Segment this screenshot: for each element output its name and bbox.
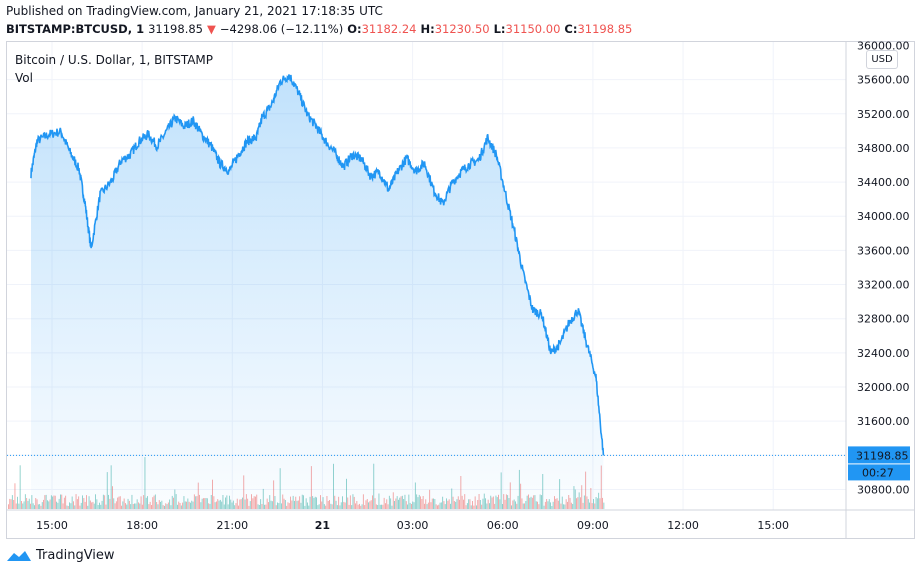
time-tick-label: 09:00 [577, 519, 609, 532]
close-label: C: [564, 22, 578, 36]
volume-bar [27, 500, 29, 509]
price-label-text: 31198.85 [856, 449, 909, 462]
price-tick-label: 34800.00 [857, 142, 910, 155]
volume-bar [21, 501, 22, 509]
last-price-label: 31198.85 00:27 [848, 446, 910, 481]
volume-bar [15, 503, 17, 509]
price-tick-label: 33200.00 [857, 279, 910, 292]
price-tick-label-top: 36000.00 [857, 39, 910, 52]
time-tick-label: 21:00 [216, 519, 248, 532]
price-tick-label: 35600.00 [857, 74, 910, 87]
time-tick-label: 06:00 [487, 519, 519, 532]
price-tick-label: 32000.00 [857, 381, 910, 394]
last-price: 31198.85 [148, 22, 203, 36]
volume-bar [14, 483, 16, 509]
volume-bar [10, 499, 12, 509]
volume-bar [9, 498, 11, 509]
volume-bar [17, 496, 18, 509]
time-tick-label: 21 [315, 519, 330, 532]
time-tick-label: 12:00 [667, 519, 699, 532]
time-tick-label: 03:00 [397, 519, 429, 532]
countdown-bg [848, 464, 910, 481]
price-tick-label: 32800.00 [857, 313, 910, 326]
volume-bar [28, 498, 30, 509]
volume-bar [11, 495, 13, 509]
time-tick-label: 18:00 [126, 519, 158, 532]
price-change: −4298.06 (−12.11%) [219, 22, 344, 36]
price-label-bg [848, 446, 910, 464]
price-tick-label: 34400.00 [857, 176, 910, 189]
price-tick-label: 30800.00 [857, 483, 910, 496]
chart-frame [6, 41, 915, 539]
volume-bar [13, 500, 15, 509]
close-value: 31198.85 [577, 22, 633, 36]
countdown-text: 00:27 [862, 466, 894, 479]
price-axis[interactable]: 30800.0031200.0031600.0032000.0032400.00… [857, 39, 910, 496]
time-axis[interactable]: 15:00 18:00 21:00 21 03:00 06:00 09:00 12:00 15:… [36, 519, 789, 532]
low-value: 31150.00 [505, 22, 561, 36]
high-value: 31230.50 [434, 22, 490, 36]
volume-bar [19, 465, 21, 509]
brand-name: TradingView [36, 548, 115, 563]
footer-brand[interactable]: TradingView [6, 548, 115, 563]
volume-bar [603, 502, 605, 509]
high-label: H: [420, 22, 435, 36]
volume-bar [18, 503, 20, 509]
volume-bar [22, 503, 24, 509]
price-area-fill [31, 74, 604, 511]
volume-bar [30, 503, 31, 509]
time-tick-label: 15:00 [36, 519, 68, 532]
ohlc-header: BITSTAMP:BTCUSD, 1 31198.85 ▼ −4298.06 (… [6, 22, 632, 36]
price-tick-label: 35200.00 [857, 108, 910, 121]
open-label: O: [347, 22, 362, 36]
volume-legend: Vol [15, 71, 33, 85]
price-tick-label: 32400.00 [857, 347, 910, 360]
published-caption: Published on TradingView.com, January 21… [6, 4, 383, 18]
price-tick-label: 33600.00 [857, 244, 910, 257]
volume-bar [8, 504, 9, 509]
low-label: L: [493, 22, 506, 36]
open-value: 31182.24 [361, 22, 417, 36]
time-tick-label: 15:00 [757, 519, 789, 532]
symbol-label: BITSTAMP:BTCUSD, 1 [6, 22, 145, 36]
tradingview-logo-icon [7, 550, 31, 561]
volume-bar [23, 501, 25, 509]
chart-title: Bitcoin / U.S. Dollar, 1, BITSTAMP [15, 53, 214, 67]
currency-selector[interactable]: USD [866, 50, 898, 69]
price-tick-label: 34000.00 [857, 210, 910, 223]
price-line [30, 74, 605, 456]
chart-legend: Bitcoin / U.S. Dollar, 1, BITSTAMP Vol [15, 53, 213, 85]
price-tick-label: 31600.00 [857, 415, 910, 428]
volume-bar [24, 494, 26, 509]
volume-bar [26, 498, 28, 509]
down-arrow-icon: ▼ [207, 22, 216, 36]
